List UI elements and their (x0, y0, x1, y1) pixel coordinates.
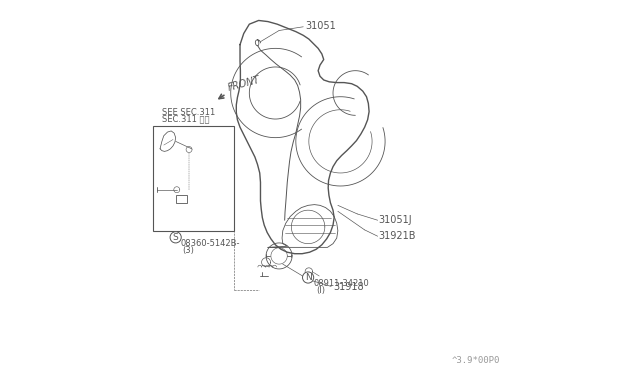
Text: 31918: 31918 (333, 282, 364, 292)
Text: ^3.9*00P0: ^3.9*00P0 (452, 356, 500, 365)
Text: S: S (173, 233, 179, 242)
Text: (I): (I) (316, 286, 325, 295)
Text: SEC.311 参照: SEC.311 参照 (162, 115, 209, 124)
Text: 08911-34210: 08911-34210 (314, 279, 369, 288)
Bar (175, 195, 187, 203)
Text: N: N (305, 273, 312, 282)
Text: 31921B: 31921B (379, 231, 416, 241)
Text: (3): (3) (182, 246, 194, 254)
Text: 31051: 31051 (305, 21, 336, 31)
Text: FRONT: FRONT (227, 75, 262, 93)
Bar (152, 126, 234, 231)
Text: 31051J: 31051J (379, 215, 412, 225)
Text: SEE SEC.311: SEE SEC.311 (162, 108, 215, 117)
Text: 08360-5142B-: 08360-5142B- (180, 239, 239, 248)
